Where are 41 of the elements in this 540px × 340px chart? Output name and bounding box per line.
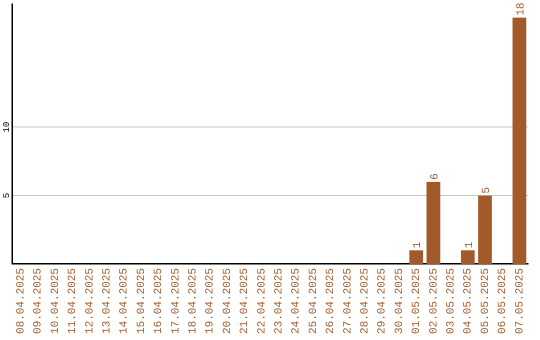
x-tick-label: 14.04.2025 bbox=[118, 268, 131, 334]
x-tick-label: 29.04.2025 bbox=[376, 268, 389, 334]
x-tick-label: 11.04.2025 bbox=[67, 268, 80, 334]
x-tick-label: 19.04.2025 bbox=[204, 268, 217, 334]
x-tick-label: 16.04.2025 bbox=[153, 268, 166, 334]
bar bbox=[409, 250, 424, 264]
x-tick-label: 10.04.2025 bbox=[50, 268, 62, 334]
x-tick-label: 26.04.2025 bbox=[325, 268, 338, 334]
x-tick-label: 05.05.2025 bbox=[480, 268, 492, 334]
bar bbox=[512, 18, 526, 264]
x-tick-label: 21.04.2025 bbox=[239, 268, 252, 334]
y-tick-label: 10 bbox=[2, 122, 12, 133]
x-tick-label: 15.04.2025 bbox=[136, 268, 148, 334]
bar bbox=[460, 250, 475, 264]
x-tick-label: 01.05.2025 bbox=[411, 268, 424, 334]
x-tick-label: 06.05.2025 bbox=[497, 268, 510, 334]
x-tick-label: 04.05.2025 bbox=[462, 268, 475, 334]
data-label: 5 bbox=[481, 186, 493, 194]
x-tick-label: 20.04.2025 bbox=[222, 268, 234, 334]
data-label: 1 bbox=[412, 241, 424, 248]
x-tick-label: 02.05.2025 bbox=[428, 268, 440, 334]
x-tick-label: 22.04.2025 bbox=[256, 268, 268, 334]
x-tick-label: 08.04.2025 bbox=[16, 268, 28, 334]
bar bbox=[426, 182, 440, 264]
data-label: 1 bbox=[464, 241, 476, 248]
x-tick-label: 30.04.2025 bbox=[394, 268, 406, 334]
x-tick-label: 18.04.2025 bbox=[188, 268, 200, 334]
x-tick-label: 13.04.2025 bbox=[102, 268, 114, 334]
data-label: 18 bbox=[515, 2, 528, 16]
x-tick-label: 24.04.2025 bbox=[290, 268, 303, 334]
bar bbox=[478, 196, 492, 264]
x-tick-label: 07.05.2025 bbox=[514, 268, 526, 334]
x-tick-label: 12.04.2025 bbox=[84, 268, 96, 334]
x-tick-label: 09.04.2025 bbox=[32, 268, 45, 334]
x-tick-label: 25.04.2025 bbox=[308, 268, 320, 334]
data-label: 6 bbox=[429, 173, 442, 180]
x-tick-label: 27.04.2025 bbox=[342, 268, 354, 334]
x-tick-label: 23.04.2025 bbox=[274, 268, 286, 334]
x-tick-label: 03.05.2025 bbox=[446, 268, 458, 334]
x-tick-label: 17.04.2025 bbox=[170, 268, 182, 334]
x-tick-label: 28.04.2025 bbox=[360, 268, 372, 334]
